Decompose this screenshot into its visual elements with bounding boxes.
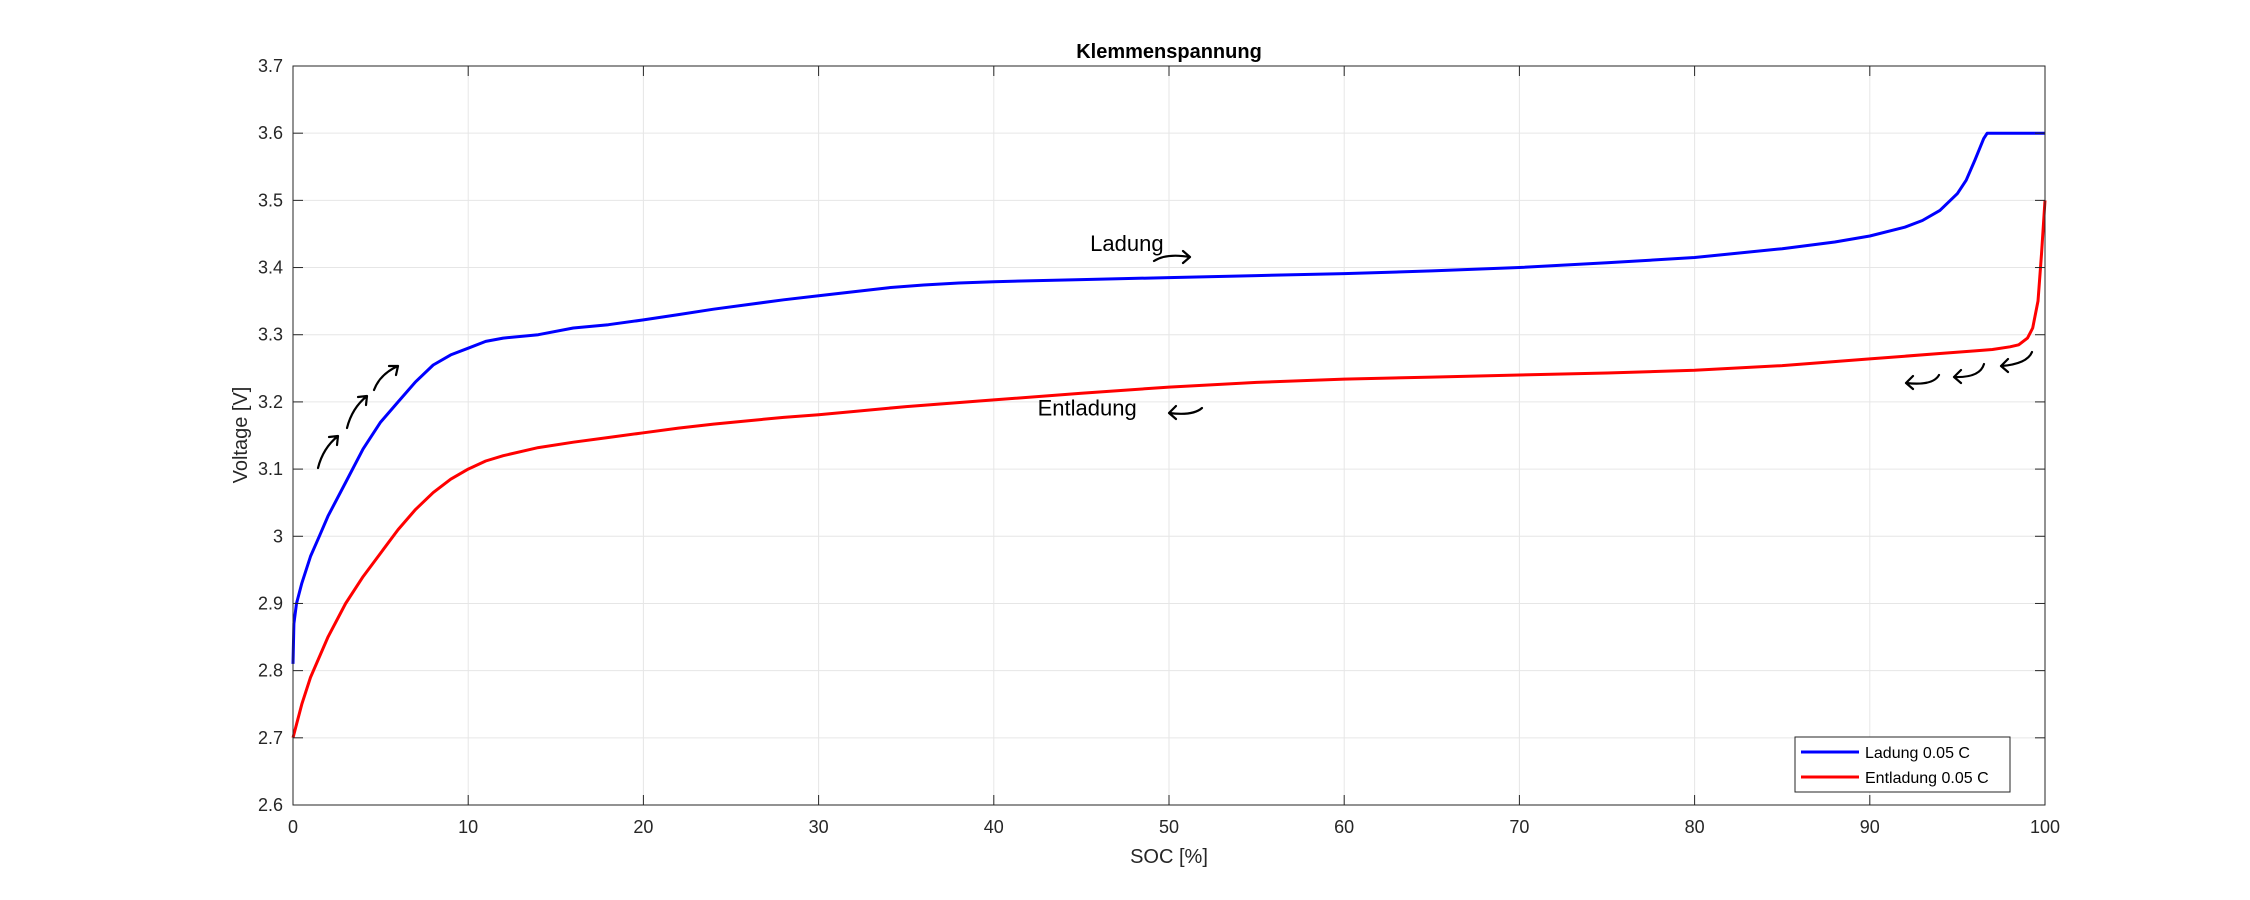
y-tick-label: 3.6 [258, 123, 283, 143]
x-tick-label: 60 [1334, 817, 1354, 837]
x-tick-label: 20 [633, 817, 653, 837]
discharge-arrow-icon [1904, 373, 1941, 391]
charge-arrow-icon [316, 434, 340, 470]
x-tick-label: 40 [984, 817, 1004, 837]
series-lines [291, 131, 2047, 739]
x-tick-label: 50 [1159, 817, 1179, 837]
x-axis-label: SOC [%] [1130, 846, 1208, 868]
y-tick-label: 3.2 [258, 392, 283, 412]
discharge-arrow-icon [1999, 350, 2034, 374]
x-tick-label: 10 [458, 817, 478, 837]
y-tick-label: 2.9 [258, 593, 283, 613]
arrow-annotations [316, 249, 2034, 470]
annotation-charge: Ladung [1090, 231, 1163, 256]
charge-direction-arrow-icon [1152, 249, 1192, 265]
y-tick-label: 3.7 [258, 56, 283, 76]
y-axis-label: Voltage [V] [230, 387, 252, 484]
y-tick-label: 2.6 [258, 795, 283, 815]
x-tick-label: 30 [809, 817, 829, 837]
legend: Ladung 0.05 C Entladung 0.05 C [1794, 736, 2011, 793]
discharge-arrow-icon [1952, 362, 1986, 385]
y-tick-label: 3.5 [258, 190, 283, 210]
y-tick-label: 2.8 [258, 661, 283, 681]
y-tick-label: 3 [273, 526, 283, 546]
chart-title: Klemmenspannung [1076, 41, 1262, 63]
x-tick-label: 80 [1685, 817, 1705, 837]
legend-label-charge: Ladung 0.05 C [1865, 745, 1970, 762]
y-tick-label: 2.7 [258, 728, 283, 748]
grid [292, 65, 2046, 806]
x-tick-label: 70 [1509, 817, 1529, 837]
x-tick-label: 90 [1860, 817, 1880, 837]
charge-arrow-icon [345, 394, 369, 430]
y-tick-label: 3.3 [258, 325, 283, 345]
legend-box [1794, 736, 2011, 793]
discharge-direction-arrow-icon [1167, 404, 1204, 421]
axis-ticks: 0 10 20 30 40 50 60 70 80 90 100 2.6 2.7 2.8 2.9 3 3.1 3.… [258, 56, 2060, 837]
annotation-discharge: Entladung [1038, 395, 1137, 420]
y-tick-label: 3.1 [258, 459, 283, 479]
legend-label-discharge: Entladung 0.05 C [1865, 770, 1989, 787]
x-tick-label: 0 [288, 817, 298, 837]
charge-arrow-icon [372, 364, 400, 392]
x-tick-label: 100 [2030, 817, 2060, 837]
series-line-charge [291, 131, 2045, 664]
y-tick-label: 3.4 [258, 258, 283, 278]
annotations: Ladung Entladung [1038, 231, 1164, 421]
series-line-discharge [291, 200, 2047, 739]
